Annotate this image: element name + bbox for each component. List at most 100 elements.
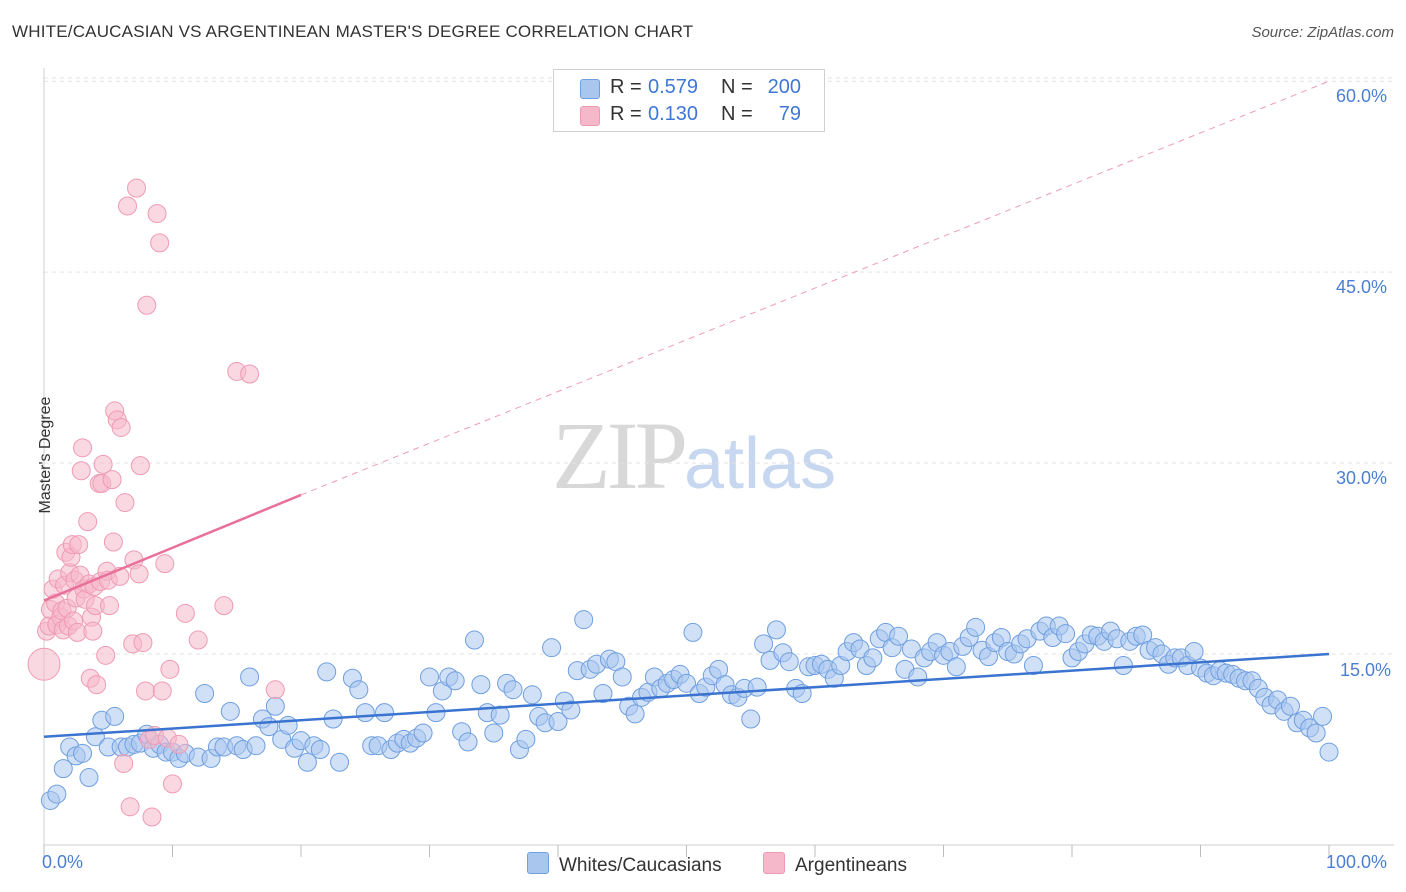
point-whites [503,680,523,700]
point-whites [413,723,433,743]
point-whites [355,703,375,723]
point-whites [105,706,125,726]
point-argentineans [114,754,134,774]
chart-title: WHITE/CAUCASIAN VS ARGENTINEAN MASTER'S … [12,22,694,41]
point-argentineans [133,633,153,653]
point-argentineans [96,645,116,665]
point-whites [265,696,285,716]
point-whites [1184,642,1204,662]
y-tick-label: 30.0% [1336,468,1388,488]
point-whites [747,677,767,697]
point-argentineans [188,630,208,650]
point-whites [561,700,581,720]
point-whites [522,685,542,705]
bottom-legend-label-argentineans: Argentineans [795,855,907,876]
point-whites [946,657,966,677]
point-argentineans [102,470,122,490]
point-whites [458,732,478,752]
trendline-argentineans [43,493,302,602]
point-whites [375,703,395,723]
watermark-zip: ZIP [552,402,688,509]
point-whites [47,784,67,804]
legend: R = 0.579 N = 200 R = 0.130 N = 79 [553,69,825,132]
point-argentineans [137,295,157,315]
y-tick-label: 15.0% [1340,660,1392,680]
point-whites [246,736,266,756]
point-argentineans [87,675,107,695]
legend-r-value: 0.579 [648,76,699,98]
point-argentineans [240,364,260,384]
point-whites [908,667,928,687]
point-whites [195,684,215,704]
point-argentineans [118,196,138,216]
point-whites [1056,624,1076,644]
legend-r-label: R = [610,76,642,98]
bottom-legend-label-whites: Whites/Caucasians [559,855,722,876]
point-argentineans [163,774,182,794]
bottom-legend-swatch-pink [763,852,785,874]
point-whites [754,634,774,654]
point-argentineans [147,204,167,224]
source-credit: Source: ZipAtlas.com [1251,24,1394,41]
point-argentineans [265,680,285,700]
point-argentineans [169,734,189,754]
point-whites [297,752,317,772]
point-whites [593,684,613,704]
point-whites [779,652,799,672]
point-argentineans [115,493,135,513]
watermark-atlas: atlas [684,424,837,504]
point-argentineans [136,681,156,701]
point-argentineans [130,456,150,476]
point-whites [516,729,536,749]
point-argentineans [175,603,195,623]
legend-swatch-pink [580,106,600,126]
point-whites [420,667,439,687]
point-whites [766,620,786,640]
point-whites [677,673,696,693]
point-whites [330,752,350,772]
point-whites [464,630,484,650]
point-whites [278,715,298,735]
legend-n-value: 79 [778,103,801,125]
point-argentineans [160,659,180,679]
bottom-legend-swatch-blue [527,852,549,874]
watermark-logo: ZIPatlas [552,400,836,511]
point-whites [484,723,504,743]
legend-r-value: 0.130 [648,103,699,125]
trendline-whites [43,652,1330,739]
x-tick-label-min: 0.0% [42,852,84,872]
y-tick-label: 45.0% [1336,277,1388,297]
point-argentineans [127,178,147,198]
point-argentineans [83,621,103,641]
bottom-legend-argentineans: Argentineans [763,852,907,877]
legend-r-label: R = [610,103,642,125]
point-argentineans [214,596,234,616]
point-argentineans [69,535,89,555]
point-whites [889,626,909,646]
point-whites [1319,742,1339,762]
point-whites [1113,656,1133,676]
point-argentineans [71,461,91,481]
point-whites [625,704,645,724]
point-argentineans [111,417,131,437]
point-whites [349,680,369,700]
point-argentineans [155,554,175,574]
point-whites [1280,696,1300,716]
point-argentineans [129,564,149,584]
trendline-extension-argentineans [300,80,1330,496]
point-whites [490,705,510,725]
point-argentineans [152,681,172,701]
point-whites [445,671,465,691]
point-argentineans [120,797,140,817]
point-whites [53,759,73,779]
y-tick-label: 60.0% [1336,86,1388,106]
bottom-legend-whites: Whites/Caucasians [527,852,722,877]
point-argentineans [103,532,123,552]
legend-n-label: N = [721,76,753,98]
point-whites [863,648,883,668]
point-whites [240,667,260,687]
point-whites [542,638,562,658]
point-argentineans [100,596,120,616]
legend-n-label: N = [721,103,753,125]
